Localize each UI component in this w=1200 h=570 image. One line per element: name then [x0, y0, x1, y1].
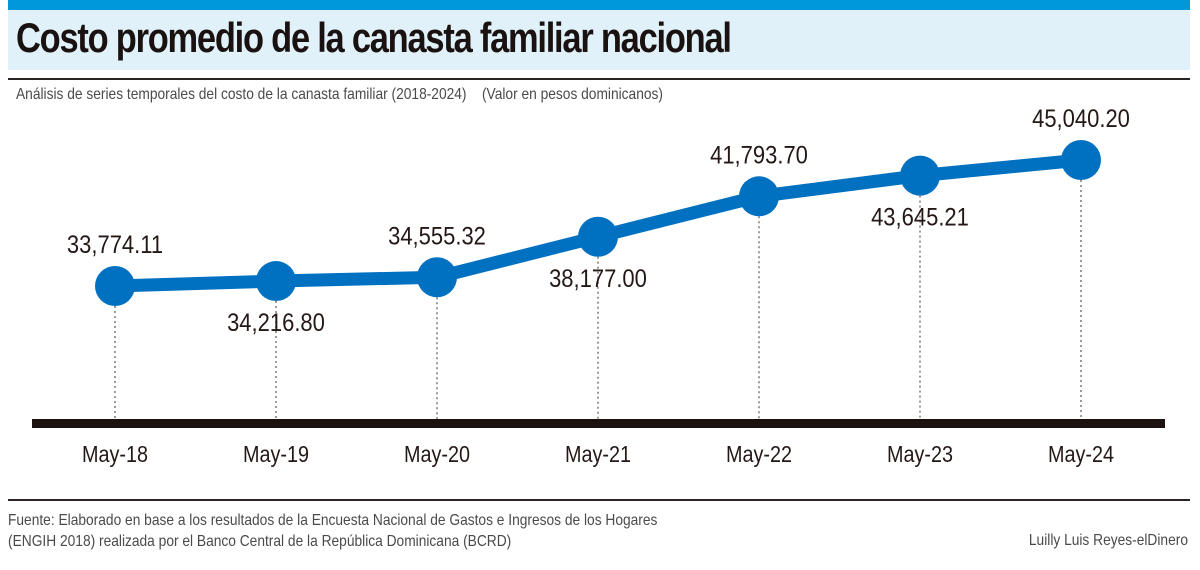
- units-note: (Valor en pesos dominicanos): [481, 86, 663, 103]
- data-point-marker: [1061, 140, 1101, 180]
- x-tick-label: May-18: [82, 442, 148, 468]
- data-label: 34,216.80: [227, 309, 325, 337]
- data-point-marker: [900, 155, 940, 196]
- source-line-1: Fuente: Elaborado en base a los resultad…: [8, 512, 658, 529]
- header-divider: [8, 78, 1190, 80]
- data-label: 33,774.11: [67, 231, 163, 259]
- data-point-marker: [739, 176, 779, 217]
- x-tick-label: May-20: [404, 442, 470, 468]
- author-credit: Luilly Luis Reyes-elDinero: [1028, 532, 1188, 549]
- x-tick-label: May-23: [887, 442, 953, 468]
- chart-subtitle: Análisis de series temporales del costo …: [16, 86, 663, 104]
- chart-title: Costo promedio de la canasta familiar na…: [16, 14, 732, 61]
- x-tick-label: May-21: [565, 442, 631, 468]
- data-labels: 33,774.11 34,216.80 34,555.32 38,177.00 41,7…: [67, 105, 1130, 337]
- data-point-marker: [578, 216, 618, 257]
- data-markers: [95, 140, 1101, 306]
- data-label: 41,793.70: [710, 141, 808, 169]
- data-label: 38,177.00: [549, 264, 647, 292]
- accent-stripe: [8, 0, 1190, 10]
- title-banner: [8, 10, 1190, 70]
- data-point-marker: [95, 266, 135, 306]
- data-point-marker: [417, 257, 457, 298]
- data-point-marker: [256, 261, 296, 302]
- source-line-2: (ENGIH 2018) realizada por el Banco Cent…: [8, 533, 512, 550]
- x-tick-label: May-24: [1048, 442, 1114, 468]
- drop-lines: [114, 180, 1082, 419]
- footer-divider: [8, 499, 1190, 501]
- x-tick-label: May-22: [726, 442, 792, 468]
- data-label: 43,645.21: [871, 203, 969, 231]
- subtitle-text: Análisis de series temporales del costo …: [16, 86, 467, 103]
- source-note: Fuente: Elaborado en base a los resultad…: [8, 510, 657, 552]
- x-tick-label: May-19: [243, 442, 309, 468]
- x-axis-baseline: [32, 419, 1165, 428]
- x-tick-labels: May-18 May-19 May-20 May-21 May-22 May-23 May-…: [82, 442, 1114, 468]
- data-label: 34,555.32: [388, 222, 486, 250]
- data-label: 45,040.20: [1032, 105, 1130, 133]
